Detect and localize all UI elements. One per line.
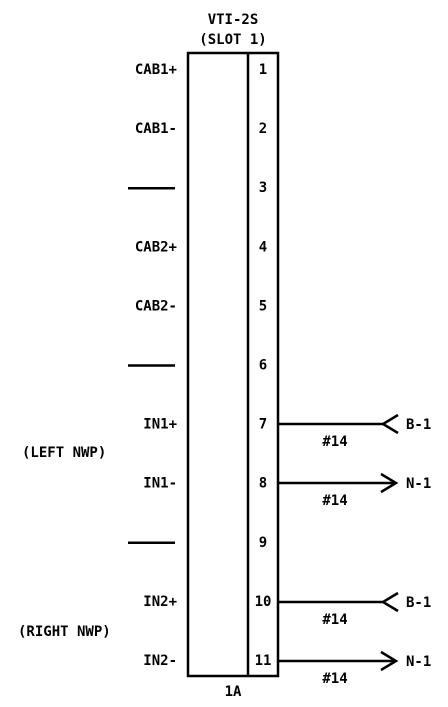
terminal-label: IN1- (143, 476, 177, 492)
pin-number: 4 (259, 239, 267, 255)
pin-number: 3 (259, 180, 267, 196)
wire: #14 N-1 (278, 650, 431, 687)
module-box (186, 51, 280, 678)
wire: #14 B-1 (278, 413, 431, 450)
connector (380, 591, 399, 613)
pin-number: 5 (259, 298, 267, 314)
arrowhead (380, 650, 399, 672)
terminal-label: CAB1- (135, 121, 177, 137)
pin-number: 1 (259, 62, 267, 78)
pin-number: 11 (255, 653, 272, 669)
terminal-label: IN2- (143, 653, 177, 669)
wire-gauge: #14 (322, 493, 347, 509)
wire-gauge: #14 (322, 612, 347, 628)
wire-gauge: #14 (322, 671, 347, 687)
slot-label: (SLOT 1) (199, 32, 266, 48)
wire: #14 B-1 (278, 591, 431, 628)
arrowhead (380, 472, 399, 494)
terminal-label: IN2+ (143, 594, 177, 610)
pin-number: 7 (259, 417, 267, 433)
pin-number: 6 (259, 358, 267, 374)
pin-number: 10 (255, 594, 272, 610)
wire-gauge: #14 (322, 434, 347, 450)
pin-number: 8 (259, 476, 267, 492)
pin-number: 9 (259, 535, 267, 551)
terminal-label: CAB2- (135, 298, 177, 314)
wire-end: B-1 (406, 417, 431, 433)
terminal-label: CAB1+ (135, 62, 177, 78)
pin-number: 2 (259, 121, 267, 137)
connector (380, 413, 399, 435)
wire-end: B-1 (406, 595, 431, 611)
group-label: (RIGHT NWP) (18, 624, 111, 640)
module-title: VTI-2S (208, 12, 259, 28)
terminal-label: CAB2+ (135, 239, 177, 255)
wire-end: N-1 (406, 476, 431, 492)
wire-end: N-1 (406, 654, 431, 670)
wire: #14 N-1 (278, 472, 431, 509)
group-label: (LEFT NWP) (22, 445, 106, 461)
terminal-label: IN1+ (143, 417, 177, 433)
footer-label: 1A (225, 684, 242, 700)
